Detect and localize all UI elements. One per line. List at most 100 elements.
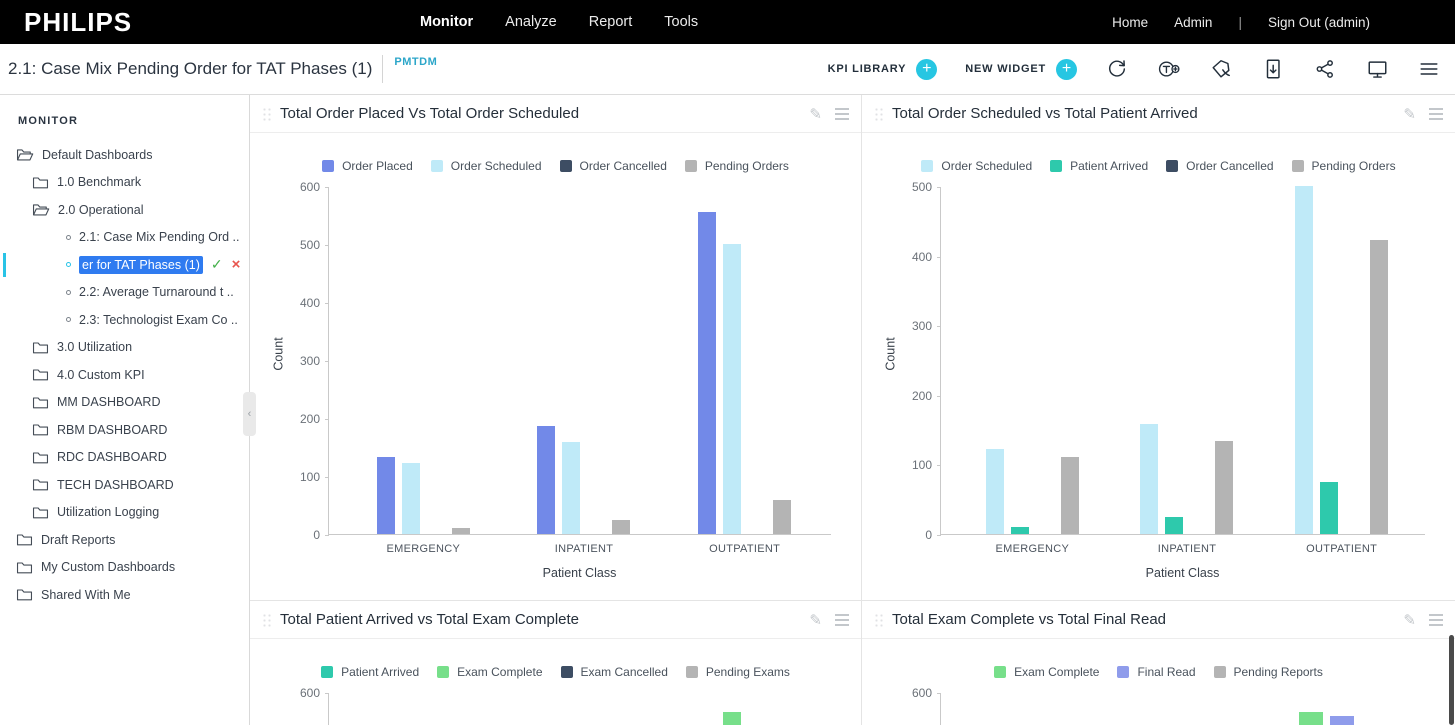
sidebar-item-5[interactable]: 2.2: Average Turnaround t .. bbox=[0, 279, 249, 307]
bar-group-emergency: EMERGENCY bbox=[989, 693, 1075, 725]
legend-item[interactable]: Order Cancelled bbox=[559, 159, 667, 173]
sidebar-item-13[interactable]: Utilization Logging bbox=[0, 499, 249, 527]
sidebar-item-16[interactable]: Shared With Me bbox=[0, 581, 249, 609]
y-tick-label: 200 bbox=[299, 412, 320, 426]
bar-pending-orders[interactable] bbox=[451, 528, 470, 534]
widget-menu-icon[interactable] bbox=[835, 613, 849, 626]
sidebar-item-6[interactable]: 2.3: Technologist Exam Co .. bbox=[0, 306, 249, 334]
widget-title: Total Order Placed Vs Total Order Schedu… bbox=[280, 105, 580, 122]
new-widget-plus-icon[interactable]: + bbox=[1056, 58, 1077, 80]
bar-order-scheduled[interactable] bbox=[1295, 186, 1314, 534]
legend-item[interactable]: Pending Orders bbox=[1291, 159, 1396, 173]
edit-widget-icon[interactable]: ✎ bbox=[809, 105, 822, 123]
bar-pending-orders[interactable] bbox=[773, 500, 792, 534]
bar-order-placed[interactable] bbox=[698, 211, 717, 534]
bar-order-scheduled[interactable] bbox=[723, 244, 742, 534]
edit-widget-icon[interactable]: ✎ bbox=[1403, 105, 1416, 123]
kpi-library-plus-icon[interactable]: + bbox=[916, 58, 938, 80]
sidebar-item-4[interactable]: er for TAT Phases (1) ✓ × bbox=[0, 251, 249, 279]
legend-item[interactable]: Patient Arrived bbox=[1050, 159, 1148, 173]
bar-pending-orders[interactable] bbox=[612, 519, 631, 534]
widget-drag-handle[interactable] bbox=[874, 612, 884, 627]
sidebar-item-8[interactable]: 4.0 Custom KPI bbox=[0, 361, 249, 389]
bar-order-placed[interactable] bbox=[537, 425, 556, 534]
menu-monitor[interactable]: Monitor bbox=[420, 14, 474, 30]
legend-item[interactable]: Order Cancelled bbox=[1166, 159, 1274, 173]
sidebar-item-2[interactable]: 2.0 Operational bbox=[0, 196, 249, 224]
tag-icon[interactable] bbox=[1209, 57, 1233, 81]
bar-exam-complete[interactable] bbox=[1298, 712, 1323, 725]
bar-patient-arrived[interactable] bbox=[1165, 516, 1184, 534]
widget-menu-icon[interactable] bbox=[835, 107, 849, 120]
bar-patient-arrived[interactable] bbox=[1320, 481, 1339, 534]
widget-header-icons: ✎ bbox=[809, 611, 849, 629]
legend-item[interactable]: Order Placed bbox=[322, 159, 413, 173]
sidebar-item-10[interactable]: RBM DASHBOARD bbox=[0, 416, 249, 444]
legend-item[interactable]: Exam Cancelled bbox=[560, 665, 668, 679]
bar-pending-orders[interactable] bbox=[1215, 441, 1234, 534]
home-link[interactable]: Home bbox=[1112, 14, 1149, 30]
bar-pending-orders[interactable] bbox=[1370, 240, 1389, 534]
bar-order-placed[interactable] bbox=[376, 456, 395, 534]
export-icon[interactable] bbox=[1261, 57, 1285, 81]
bar-order-scheduled[interactable] bbox=[985, 449, 1004, 534]
legend-item[interactable]: Patient Arrived bbox=[321, 665, 419, 679]
x-axis-title: Patient Class bbox=[542, 566, 617, 580]
menu-tools[interactable]: Tools bbox=[664, 14, 699, 30]
new-widget-button[interactable]: NEW WIDGET + bbox=[965, 58, 1077, 80]
menu-report[interactable]: Report bbox=[588, 14, 633, 30]
menu-analyze[interactable]: Analyze bbox=[505, 14, 557, 30]
cancel-rename-icon[interactable]: × bbox=[231, 256, 241, 274]
confirm-rename-icon[interactable]: ✓ bbox=[210, 256, 223, 273]
sidebar-item-11[interactable]: RDC DASHBOARD bbox=[0, 444, 249, 472]
widget-drag-handle[interactable] bbox=[262, 106, 272, 121]
y-tick-mark bbox=[325, 535, 329, 536]
legend-chip bbox=[1050, 160, 1063, 172]
legend-item[interactable]: Order Scheduled bbox=[921, 159, 1032, 173]
edit-widget-icon[interactable]: ✎ bbox=[809, 611, 822, 629]
bar-order-scheduled[interactable] bbox=[1140, 424, 1159, 534]
legend-item[interactable]: Exam Complete bbox=[437, 665, 543, 679]
widget-drag-handle[interactable] bbox=[262, 612, 272, 627]
bar-order-scheduled[interactable] bbox=[401, 463, 420, 534]
widget-menu-icon[interactable] bbox=[1429, 613, 1443, 626]
sidebar-item-1[interactable]: 1.0 Benchmark bbox=[0, 169, 249, 197]
sidebar-item-14[interactable]: Draft Reports bbox=[0, 526, 249, 554]
widget-menu-icon[interactable] bbox=[1429, 107, 1443, 120]
sidebar-item-12[interactable]: TECH DASHBOARD bbox=[0, 471, 249, 499]
sidebar-item-3[interactable]: 2.1: Case Mix Pending Ord .. bbox=[0, 224, 249, 252]
sidebar-item-label: 2.3: Technologist Exam Co .. bbox=[79, 312, 238, 327]
text-add-icon[interactable] bbox=[1157, 57, 1181, 81]
sidebar-item-9[interactable]: MM DASHBOARD bbox=[0, 389, 249, 417]
bar-order-scheduled[interactable] bbox=[562, 442, 581, 534]
edit-widget-icon[interactable]: ✎ bbox=[1403, 611, 1416, 629]
legend-item[interactable]: Exam Complete bbox=[994, 665, 1099, 679]
bar-group-outpatient: OUTPATIENT bbox=[698, 187, 792, 555]
kpi-library-button[interactable]: KPI LIBRARY + bbox=[828, 58, 938, 80]
menu-icon[interactable] bbox=[1417, 57, 1441, 81]
bar-exam-complete[interactable] bbox=[723, 712, 742, 725]
share-icon[interactable] bbox=[1313, 57, 1337, 81]
legend-item[interactable]: Final Read bbox=[1117, 665, 1196, 679]
bar-final-read[interactable] bbox=[1329, 716, 1354, 725]
admin-link[interactable]: Admin bbox=[1174, 14, 1213, 30]
display-icon[interactable] bbox=[1365, 57, 1389, 81]
legend-item[interactable]: Pending Exams bbox=[685, 665, 790, 679]
rename-input-selected-text[interactable]: er for TAT Phases (1) bbox=[79, 255, 203, 274]
page-scrollbar[interactable] bbox=[1449, 635, 1454, 725]
legend-item[interactable]: Pending Orders bbox=[684, 159, 789, 173]
legend-label: Order Scheduled bbox=[450, 159, 542, 173]
legend-chip bbox=[1213, 666, 1226, 678]
legend-item[interactable]: Pending Reports bbox=[1213, 665, 1323, 679]
refresh-icon[interactable] bbox=[1105, 57, 1129, 81]
bar-patient-arrived[interactable] bbox=[1010, 527, 1029, 534]
sidebar-item-15[interactable]: My Custom Dashboards bbox=[0, 554, 249, 582]
sidebar-collapse-handle[interactable]: ‹ bbox=[243, 392, 256, 436]
signout-link[interactable]: Sign Out (admin) bbox=[1267, 14, 1370, 30]
widget-drag-handle[interactable] bbox=[874, 106, 884, 121]
legend-item[interactable]: Order Scheduled bbox=[430, 159, 542, 173]
sidebar-item-label: 2.2: Average Turnaround t .. bbox=[79, 285, 234, 300]
sidebar-item-0[interactable]: Default Dashboards bbox=[0, 141, 249, 169]
sidebar-item-7[interactable]: 3.0 Utilization bbox=[0, 334, 249, 362]
bar-pending-orders[interactable] bbox=[1060, 457, 1079, 534]
